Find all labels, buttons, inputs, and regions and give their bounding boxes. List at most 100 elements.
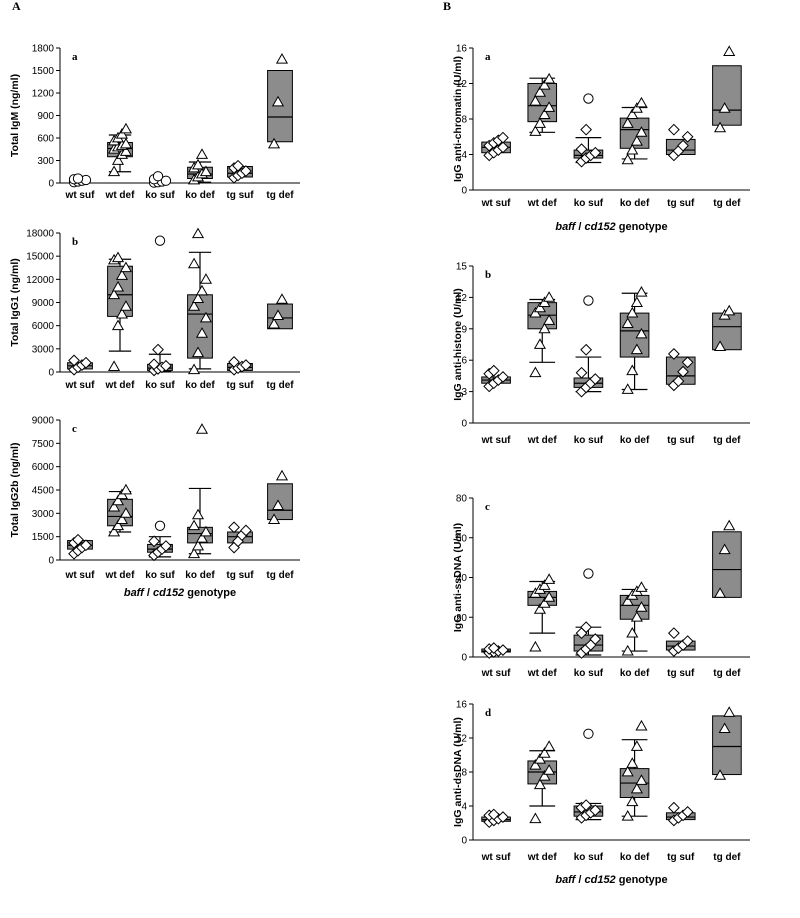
data-point: [538, 296, 551, 308]
y-tick-label: 1500: [32, 532, 55, 543]
data-point: [635, 285, 648, 297]
data-point: [589, 146, 602, 159]
data-point: [160, 359, 172, 372]
data-point: [538, 597, 551, 608]
y-tick-label: 40: [456, 573, 468, 584]
y-axis-label: Total IgG1 (ng/ml): [9, 258, 21, 346]
data-point: [187, 300, 201, 311]
data-point: [271, 499, 285, 510]
x-category-label: tg suf: [667, 435, 695, 446]
y-tick-label: 3000: [32, 509, 55, 520]
data-point: [232, 159, 244, 172]
data-point: [152, 343, 164, 356]
chart-ba: 0 4 8 12 16 a IgG anti-chromatin (U/ml) wt suf w…: [452, 44, 750, 233]
y-tick-label: 4500: [32, 486, 55, 497]
data-point: [713, 121, 727, 133]
data-point: [111, 280, 125, 292]
x-axis-label-gene1: baff: [555, 874, 576, 886]
data-point: [240, 359, 252, 371]
x-category-label: tg suf: [226, 380, 254, 391]
box: [712, 715, 742, 776]
data-point: [267, 513, 281, 524]
data-point: [630, 102, 643, 113]
y-tick-label: 0: [461, 653, 467, 664]
group-ko-def: [619, 581, 650, 656]
data-point: [626, 143, 639, 155]
x-axis-label-gene2: cd152: [584, 874, 615, 886]
x-axis-label: baff / cd152 genotype: [555, 221, 667, 233]
y-tick-label: 7500: [32, 439, 55, 450]
x-category-label: tg def: [266, 570, 294, 581]
data-point: [275, 53, 289, 64]
data-point: [626, 795, 639, 807]
y-axis-label: Total IgG2b (ng/ml): [9, 443, 21, 538]
group-tg-suf: [227, 356, 253, 376]
x-category-label: tg def: [266, 380, 294, 391]
data-point: [195, 423, 209, 434]
group-ko-def: [187, 423, 213, 559]
data-point: [626, 626, 639, 638]
x-category-label: wt def: [105, 190, 136, 201]
data-point: [529, 125, 542, 136]
group-ko-suf: [147, 235, 173, 377]
group-wt-def: [527, 291, 558, 378]
x-category-label: ko def: [620, 668, 650, 679]
x-category-label: ko suf: [574, 668, 604, 679]
group-tg-suf: [665, 627, 696, 657]
data-point: [187, 257, 201, 269]
data-point: [497, 141, 509, 154]
data-point: [543, 591, 556, 602]
data-point: [533, 301, 547, 313]
data-point: [497, 644, 509, 656]
data-point: [111, 154, 125, 165]
group-ko-suf: [573, 93, 604, 168]
group-ko-suf: [147, 520, 173, 562]
outlier-point: [583, 728, 594, 739]
group-ko-def: [619, 285, 650, 394]
x-category-label: wt suf: [65, 380, 96, 391]
x-category-label: wt def: [527, 668, 558, 679]
panel-sublabel: b: [485, 269, 491, 281]
y-tick-label: 300: [37, 156, 54, 167]
y-axis-label: IgG anti-chromatin (U/ml): [452, 56, 464, 182]
data-point: [115, 513, 129, 524]
data-point: [228, 521, 240, 534]
data-point: [191, 227, 205, 239]
data-point: [621, 317, 634, 328]
data-point: [275, 469, 289, 481]
data-point: [195, 284, 209, 296]
y-tick-label: 0: [48, 368, 54, 379]
y-tick-label: 12: [456, 734, 468, 745]
group-tg-suf: [665, 348, 696, 392]
data-point: [111, 319, 125, 331]
data-point: [191, 158, 205, 170]
y-tick-label: 18000: [26, 229, 54, 240]
data-point: [115, 307, 129, 319]
data-point: [667, 123, 680, 136]
data-point: [630, 343, 643, 355]
chart-bb: 0 3 6 9 12 15 b IgG anti-histone (U/ml) wt suf wt…: [452, 262, 750, 446]
group-wt-suf: [67, 354, 93, 376]
data-point: [119, 483, 133, 495]
data-point: [275, 293, 289, 304]
x-axis-label-word: genotype: [616, 221, 668, 233]
data-point: [626, 108, 639, 119]
x-category-label: tg suf: [226, 190, 254, 201]
data-point: [667, 801, 680, 814]
data-point: [635, 601, 648, 612]
data-point: [538, 79, 551, 90]
data-point: [115, 128, 129, 139]
group-tg-def: [712, 304, 742, 351]
data-point: [529, 640, 542, 652]
data-point: [667, 627, 680, 640]
x-axis-label-word: genotype: [616, 874, 668, 886]
data-point: [228, 356, 240, 368]
data-point: [119, 122, 133, 134]
panel-sublabel: c: [72, 423, 77, 435]
data-point: [148, 535, 160, 548]
data-point: [271, 95, 285, 107]
data-point: [538, 747, 551, 758]
data-point: [589, 633, 602, 646]
y-tick-label: 4: [461, 150, 467, 161]
x-category-label: wt suf: [65, 190, 96, 201]
